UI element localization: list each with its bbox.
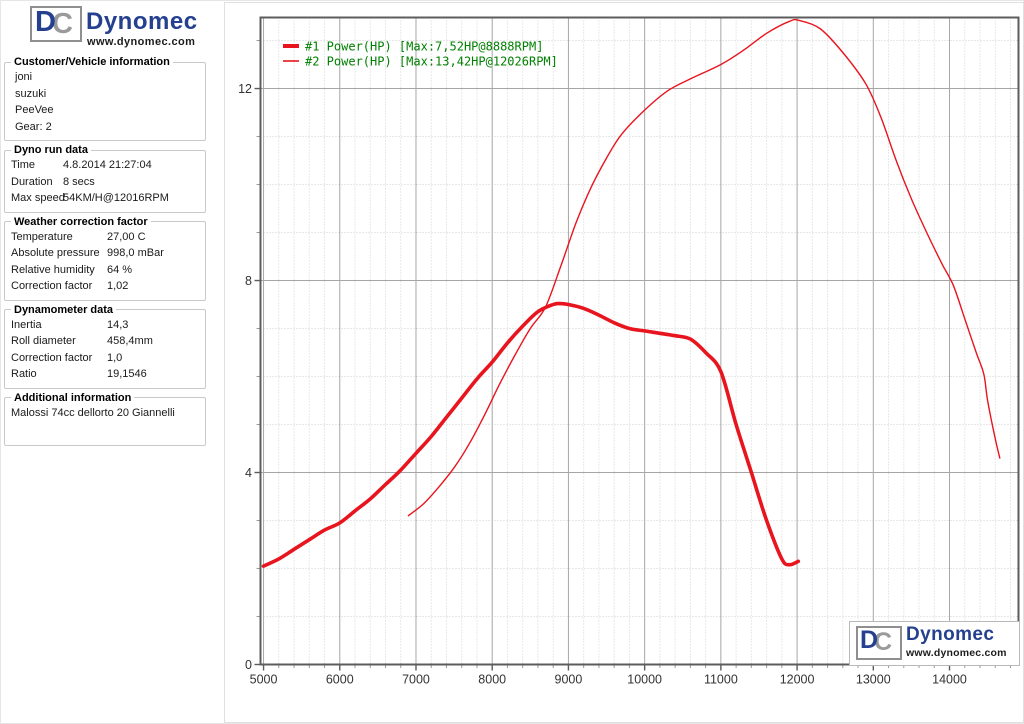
- info-value: 998,0 mBar: [107, 247, 164, 259]
- power-curve-1: [261, 301, 801, 568]
- info-label: Absolute pressure: [11, 247, 100, 259]
- x-tick-label: 11000: [704, 673, 738, 687]
- y-tick-label: 12: [238, 82, 252, 96]
- info-sidebar: C D Dynomec www.dynomec.com Customer/Veh…: [4, 4, 206, 449]
- section-title: Additional information: [14, 391, 132, 404]
- power-curve-2: [407, 18, 1001, 517]
- x-tick-label: 10000: [627, 673, 662, 687]
- emblem-letter-c: C: [52, 8, 73, 40]
- brand-wordmark: Dynomec: [906, 624, 995, 645]
- brand-url: www.dynomec.com: [87, 36, 196, 48]
- info-value: 1,02: [107, 280, 129, 292]
- info-label: Inertia: [11, 318, 42, 331]
- info-label: Correction factor: [11, 351, 93, 364]
- x-tick-label: 12000: [780, 673, 815, 687]
- info-row: Absolute pressure 998,0 mBar: [11, 245, 199, 262]
- x-tick-label: 9000: [555, 673, 583, 687]
- info-line: suzuki: [15, 87, 47, 100]
- info-line: PeeVee: [15, 104, 54, 116]
- info-value: 64 %: [107, 263, 133, 276]
- brand-wordmark: Dynomec: [86, 8, 198, 35]
- dynomec-logo: C D Dynomec www.dynomec.com: [30, 6, 206, 54]
- info-value: 458,4mm: [107, 335, 153, 347]
- x-tick-label: 14000: [932, 673, 967, 687]
- info-value: 1,0: [107, 351, 123, 364]
- section-title: Dyno run data: [14, 144, 88, 156]
- x-tick-label: 13000: [856, 673, 891, 687]
- section-title: Customer/Vehicle information: [14, 56, 170, 68]
- info-row: Relative humidity 64 %: [11, 262, 199, 279]
- section-dynamometer-data: Dynamometer data Inertia 14,3 Roll diameter…: [4, 303, 206, 389]
- info-label: Temperature: [11, 230, 73, 243]
- plot-border: [259, 16, 1020, 666]
- section-title: Dynamometer data: [14, 303, 114, 316]
- info-label: Duration: [11, 175, 53, 188]
- info-row: Roll diameter 458,4mm: [11, 333, 199, 350]
- x-tick-label: 5000: [250, 673, 278, 687]
- emblem-letter-c: C: [874, 628, 893, 656]
- info-value: 8 secs: [63, 175, 95, 188]
- info-line: Malossi 74cc dellorto 20 Giannelli: [11, 406, 175, 419]
- y-tick-label: 4: [245, 466, 252, 480]
- x-tick-label: 8000: [478, 673, 506, 687]
- info-value: 19,1546: [107, 368, 147, 380]
- power-chart: 5000 6000 7000 8000 9000 10000 11000 12000 13000…: [238, 16, 1020, 687]
- brand-url: www.dynomec.com: [906, 647, 1007, 659]
- y-tick-label: 0: [245, 658, 252, 672]
- info-line: Gear: 2: [15, 120, 52, 133]
- legend-entry-2: #2 Power(HP) [Max:13,42HP@12026RPM]: [305, 55, 558, 69]
- info-row: Max speed 54KM/H@12016RPM: [11, 190, 199, 207]
- legend-entry-1: #1 Power(HP) [Max:7,52HP@8888RPM]: [305, 40, 543, 54]
- y-tick-label: 8: [245, 274, 252, 288]
- info-row: Temperature 27,00 C: [11, 229, 199, 246]
- info-line: joni: [15, 71, 33, 83]
- info-value: 27,00 C: [107, 230, 146, 243]
- info-value: 14,3: [107, 318, 129, 331]
- section-additional-information: Additional information Malossi 74cc dello…: [4, 391, 206, 446]
- section-customer-vehicle-information: Customer/Vehicle information joni suzuki Pe…: [4, 56, 206, 141]
- emblem-letter-d: D: [35, 6, 56, 38]
- x-tick-label: 7000: [402, 673, 430, 687]
- section-title: Weather correction factor: [14, 215, 148, 228]
- sidebar-sections: Customer/Vehicle information joni suzuki Pe…: [4, 56, 206, 446]
- info-row: Time 4.8.2014 21:27:04: [11, 157, 199, 174]
- section-weather-correction-factor: Weather correction factor Temperature 27,0…: [4, 215, 206, 301]
- info-row: Correction factor 1,02: [11, 278, 199, 295]
- info-row: Inertia 14,3: [11, 317, 199, 334]
- info-label: Time: [11, 159, 36, 171]
- info-label: Ratio: [11, 368, 37, 380]
- dc-emblem-icon: C D: [856, 626, 902, 660]
- info-row: Duration 8 secs: [11, 174, 199, 191]
- chart-watermark: C D Dynomec www.dynomec.com: [849, 621, 1020, 666]
- info-label: Relative humidity: [11, 263, 95, 276]
- info-row: Correction factor 1,0: [11, 350, 199, 367]
- dyno-chart-panel: 5000 6000 7000 8000 9000 10000 11000 12000 13000…: [224, 2, 1024, 723]
- section-dyno-run-data: Dyno run data Time 4.8.2014 21:27:04 Durati…: [4, 144, 206, 213]
- info-label: Max speed: [11, 192, 65, 204]
- info-row: Ratio 19,1546: [11, 366, 199, 383]
- dc-emblem-icon: C D: [30, 6, 82, 42]
- info-value: 54KM/H@12016RPM: [63, 192, 169, 204]
- info-value: 4.8.2014 21:27:04: [63, 159, 152, 171]
- info-label: Roll diameter: [11, 335, 76, 347]
- emblem-letter-d: D: [860, 626, 879, 654]
- info-label: Correction factor: [11, 280, 93, 292]
- x-tick-label: 6000: [326, 673, 354, 687]
